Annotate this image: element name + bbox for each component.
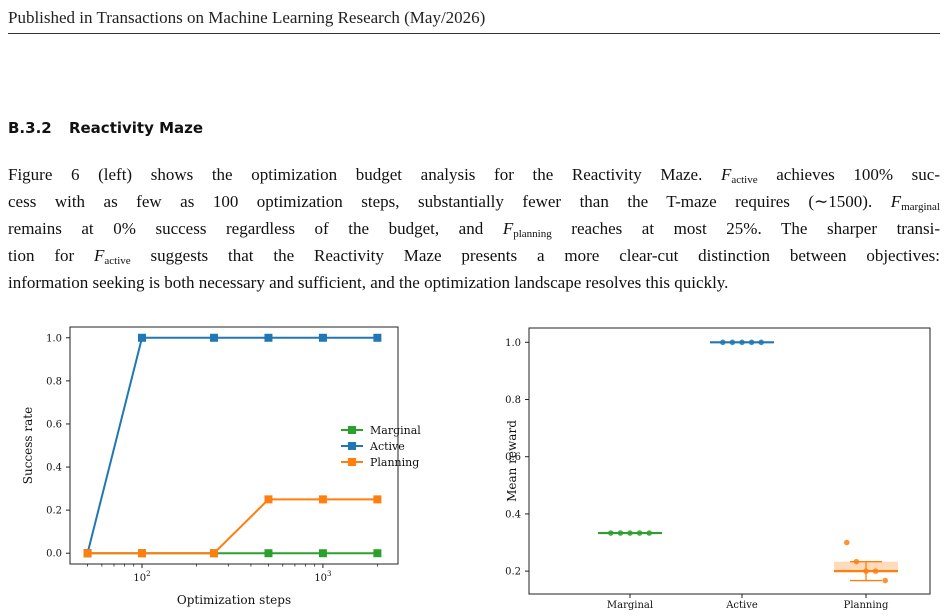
y-tick-label: 0.4 (505, 509, 521, 520)
data-point-planning (83, 549, 92, 558)
data-point-marginal (264, 549, 273, 558)
data-point-active (264, 333, 273, 342)
series-line-planning (87, 498, 378, 555)
math-symbol-f: Factive (720, 165, 758, 186)
data-point-marginal (617, 530, 624, 536)
data-point-marginal (373, 549, 382, 558)
data-point-planning (373, 495, 382, 504)
data-point-planning (872, 568, 879, 574)
data-point-marginal (318, 549, 327, 558)
data-point-planning (264, 495, 273, 504)
body-paragraph: Figure 6 (left) shows the optimization b… (8, 164, 940, 294)
plot-frame (528, 327, 931, 595)
legend-label: Active (369, 440, 405, 453)
data-point-active (318, 333, 327, 342)
section-heading: B.3.2 Reactivity Maze (8, 119, 203, 137)
series-line-active (86, 336, 378, 554)
data-point-active (729, 339, 736, 346)
y-axis-label: Success rate (21, 407, 35, 484)
data-point-marginal (627, 530, 633, 536)
y-tick-label: 0.4 (46, 463, 62, 474)
y-tick-label: 0.6 (505, 452, 521, 463)
data-point-active (209, 333, 218, 342)
plot-frame (69, 326, 399, 565)
header-rule (8, 33, 940, 34)
data-point-planning (318, 495, 327, 504)
x-axis-label: Optimization steps (177, 593, 291, 607)
paragraph-line: tion for Factive suggests that the React… (8, 246, 940, 267)
legend-marker (348, 458, 356, 466)
x-tick-label: Active (725, 600, 758, 611)
paragraph-line: cess with as few as 100 optimization ste… (8, 192, 940, 213)
data-point-planning (853, 558, 860, 565)
data-point-marginal (636, 530, 643, 536)
section-title: Reactivity Maze (68, 119, 204, 137)
paragraph-line: information seeking is both necessary an… (8, 273, 729, 292)
x-tick-label: 103 (314, 570, 331, 584)
data-point-planning (137, 549, 146, 558)
x-tick-label: Planning (844, 600, 889, 611)
data-point-active (720, 339, 726, 346)
math-symbol-f: Fmarginal (890, 192, 940, 213)
data-point-active (748, 339, 755, 346)
y-tick-label: 0.2 (46, 506, 62, 517)
legend-label: Planning (370, 456, 419, 469)
legend-marker (348, 426, 356, 434)
legend-marker (348, 442, 356, 450)
y-tick-label: 0.0 (46, 549, 62, 560)
y-tick-label: 0.8 (46, 376, 62, 387)
math-symbol-f: Factive (94, 246, 131, 267)
section-number: B.3.2 (8, 119, 52, 137)
paragraph-line: remains at 0% success regardless of the … (8, 219, 941, 240)
y-tick-label: 1.0 (505, 338, 521, 349)
data-point-marginal (646, 530, 652, 536)
data-point-active (373, 333, 382, 342)
data-point-active (739, 339, 745, 346)
x-tick-label: 102 (133, 570, 150, 584)
data-point-active (137, 333, 146, 342)
legend-label: Marginal (370, 424, 421, 437)
data-point-planning (844, 539, 850, 546)
data-point-planning (209, 549, 218, 558)
math-symbol-f: Fplanning (502, 219, 552, 240)
x-tick-label: Marginal (607, 600, 653, 611)
page-header: Published in Transactions on Machine Lea… (8, 8, 486, 27)
paragraph-line: Figure 6 (left) shows the optimization b… (8, 165, 940, 186)
data-point-planning (863, 568, 869, 574)
y-tick-label: 0.2 (505, 567, 521, 578)
y-tick-label: 1.0 (46, 333, 62, 344)
y-tick-label: 0.6 (46, 419, 62, 430)
y-axis-label: Mean reward (505, 420, 519, 502)
data-point-active (758, 339, 764, 346)
data-point-marginal (608, 530, 614, 536)
y-tick-label: 0.8 (505, 395, 521, 406)
data-point-planning (882, 577, 888, 584)
